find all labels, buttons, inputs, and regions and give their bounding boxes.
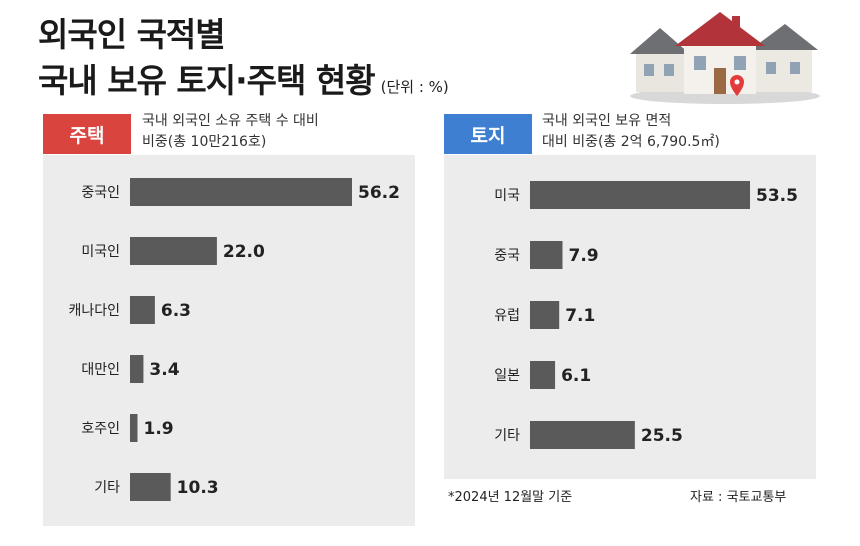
housing-bar	[130, 473, 171, 501]
land-subtitle-line-1: 국내 외국인 보유 면적	[542, 113, 672, 129]
unit-label: (단위 : %)	[380, 78, 449, 96]
land-subtitle: 국내 외국인 보유 면적 대비 비중(총 2억 6,790.5㎡)	[542, 111, 720, 153]
housing-subtitle: 국내 외국인 소유 주택 수 대비 비중(총 10만216호)	[142, 111, 319, 153]
land-value-label: 7.9	[568, 246, 598, 266]
title-line-2-text: 국내 보유 토지·주택 현황	[38, 61, 376, 100]
house-illustration	[630, 12, 820, 104]
housing-subtitle-line-2: 비중(총 10만216호)	[142, 134, 267, 150]
housing-panel	[43, 155, 415, 526]
housing-value-label: 56.2	[358, 183, 400, 203]
housing-bar	[130, 296, 155, 324]
land-value-label: 53.5	[756, 186, 798, 206]
housing-value-label: 6.3	[161, 301, 191, 321]
housing-category-label: 기타	[94, 480, 120, 496]
housing-value-label: 10.3	[177, 478, 219, 498]
source-credit: 자료 : 국토교통부	[690, 490, 787, 505]
housing-tag: 주택	[43, 114, 131, 154]
housing-bar	[130, 178, 352, 206]
land-value-label: 7.1	[565, 306, 595, 326]
land-category-label: 일본	[494, 368, 520, 384]
housing-category-label: 대만인	[81, 362, 120, 378]
footnote: *2024년 12월말 기준	[448, 490, 573, 505]
land-bar	[530, 361, 556, 389]
housing-category-label: 미국인	[81, 244, 120, 260]
land-category-label: 유럽	[494, 308, 520, 324]
housing-category-label: 중국인	[81, 185, 120, 201]
housing-bar	[130, 414, 138, 442]
land-subtitle-line-2: 대비 비중(총 2억 6,790.5㎡)	[542, 134, 720, 150]
housing-category-label: 캐나다인	[68, 303, 120, 319]
housing-bar	[130, 355, 144, 383]
land-value-label: 25.5	[641, 426, 683, 446]
land-category-label: 기타	[494, 428, 520, 444]
housing-value-label: 22.0	[223, 242, 265, 262]
land-bar	[530, 241, 563, 269]
housing-category-label: 호주인	[81, 421, 120, 437]
land-bar	[530, 181, 750, 209]
land-bar	[530, 301, 560, 329]
housing-bar	[130, 237, 217, 265]
land-category-label: 미국	[494, 188, 520, 204]
housing-value-label: 1.9	[144, 419, 174, 439]
title-line-2: 국내 보유 토지·주택 현황 (단위 : %)	[38, 54, 449, 102]
title-line-1: 외국인 국적별	[38, 15, 226, 54]
land-tag: 토지	[444, 114, 532, 154]
housing-value-label: 3.4	[149, 360, 179, 380]
land-category-label: 중국	[494, 248, 520, 264]
land-bar	[530, 421, 635, 449]
housing-subtitle-line-1: 국내 외국인 소유 주택 수 대비	[142, 113, 319, 129]
land-value-label: 6.1	[561, 366, 591, 386]
